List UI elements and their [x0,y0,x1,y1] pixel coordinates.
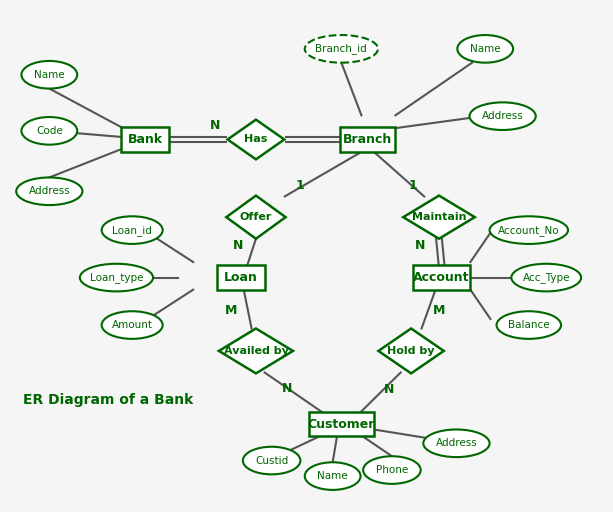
Polygon shape [226,196,286,239]
Ellipse shape [470,102,536,130]
Text: M: M [433,304,445,317]
Ellipse shape [21,61,77,89]
FancyBboxPatch shape [340,127,395,152]
Text: Balance: Balance [508,320,550,330]
Polygon shape [227,120,284,159]
Polygon shape [378,329,444,373]
Ellipse shape [102,311,162,339]
Text: N: N [234,239,244,252]
Text: N: N [384,383,395,396]
Text: Acc_Type: Acc_Type [522,272,570,283]
Text: Address: Address [436,438,478,449]
Text: Address: Address [482,111,524,121]
Text: 1: 1 [408,179,417,191]
Text: Loan_type: Loan_type [89,272,143,283]
FancyBboxPatch shape [413,266,470,290]
Text: Maintain: Maintain [412,212,466,222]
Ellipse shape [457,35,513,62]
Text: N: N [282,381,292,395]
Text: Name: Name [470,44,501,54]
Text: Loan_id: Loan_id [112,225,152,236]
Text: Hold by: Hold by [387,346,435,356]
Text: Phone: Phone [376,465,408,475]
Text: Address: Address [28,186,70,196]
Polygon shape [403,196,474,239]
Text: Code: Code [36,126,63,136]
Polygon shape [219,329,293,373]
Ellipse shape [363,456,421,484]
Ellipse shape [497,311,561,339]
Text: Availed by: Availed by [224,346,288,356]
Ellipse shape [511,264,581,291]
Text: ER Diagram of a Bank: ER Diagram of a Bank [23,393,194,407]
Text: M: M [226,304,238,317]
Text: Branch: Branch [343,133,392,146]
Text: N: N [210,119,220,132]
Text: Loan: Loan [224,271,258,284]
FancyBboxPatch shape [217,266,265,290]
Text: Bank: Bank [128,133,163,146]
Text: Custid: Custid [255,456,288,465]
Text: Name: Name [318,471,348,481]
Text: Name: Name [34,70,64,80]
Text: Account_No: Account_No [498,225,560,236]
Ellipse shape [16,178,83,205]
Text: N: N [414,239,425,252]
Ellipse shape [490,216,568,244]
FancyBboxPatch shape [309,412,374,436]
Text: Branch_id: Branch_id [316,44,367,54]
Ellipse shape [424,430,490,457]
Ellipse shape [305,462,360,490]
Text: Customer: Customer [308,418,375,431]
Ellipse shape [305,35,378,62]
Ellipse shape [21,117,77,145]
Ellipse shape [80,264,153,291]
Ellipse shape [243,447,300,474]
Text: 1: 1 [295,179,304,191]
Text: Offer: Offer [240,212,272,222]
Text: Has: Has [244,135,268,144]
Text: Amount: Amount [112,320,153,330]
FancyBboxPatch shape [121,127,169,152]
Text: Account: Account [413,271,470,284]
Ellipse shape [102,216,162,244]
